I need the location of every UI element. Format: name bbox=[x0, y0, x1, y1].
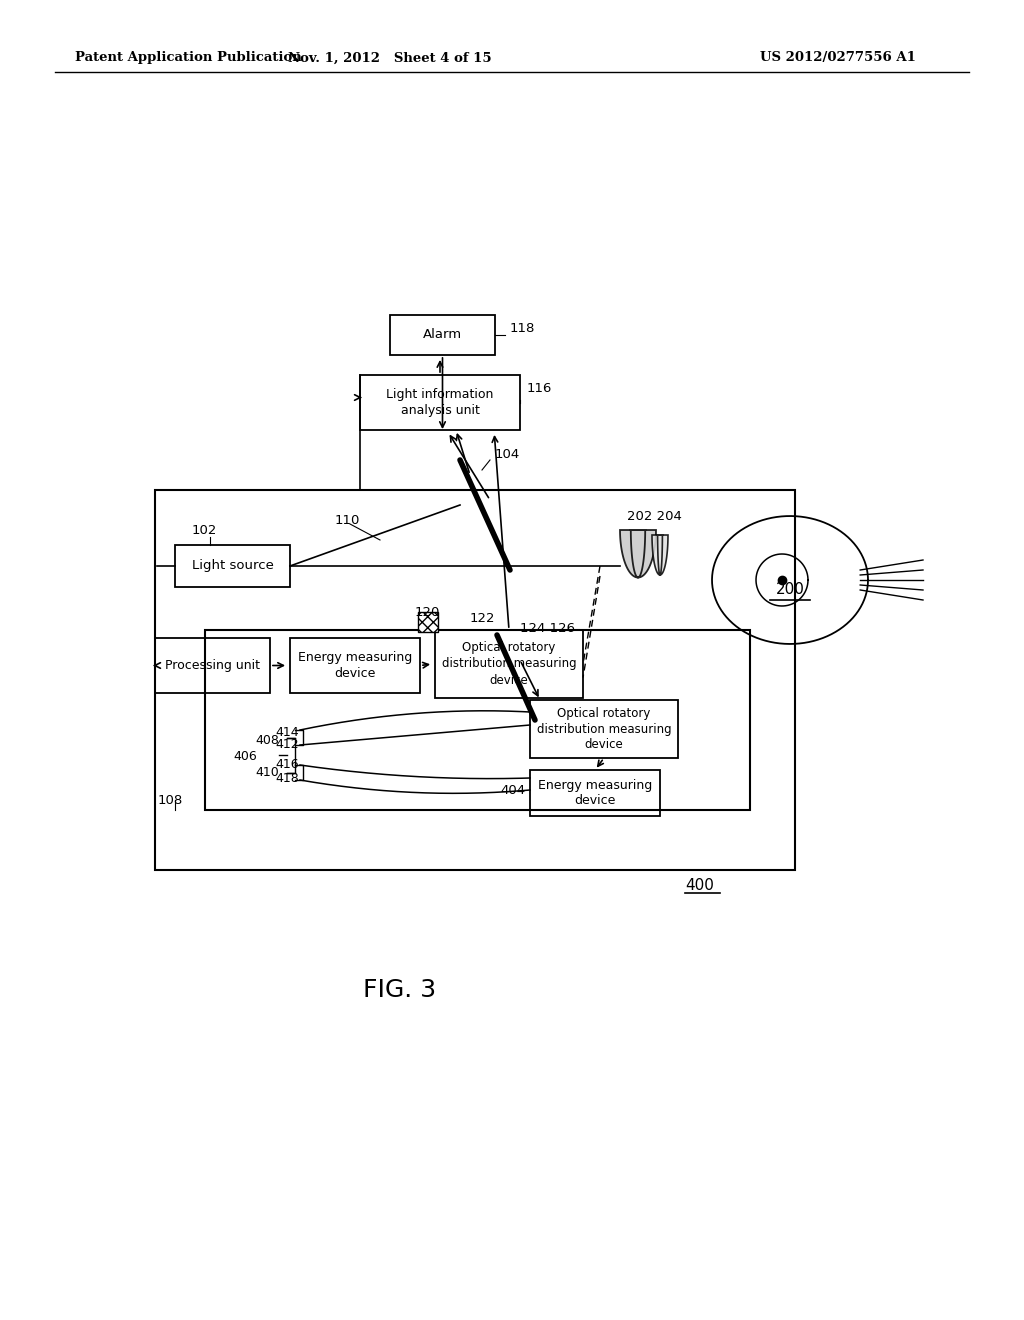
Text: 408: 408 bbox=[255, 734, 279, 747]
Text: 102: 102 bbox=[193, 524, 217, 536]
Text: 416: 416 bbox=[275, 759, 299, 771]
Text: 404: 404 bbox=[500, 784, 525, 796]
Text: 406: 406 bbox=[233, 750, 257, 763]
Text: Energy measuring
device: Energy measuring device bbox=[298, 651, 412, 680]
Text: 412: 412 bbox=[275, 738, 299, 751]
Text: Patent Application Publication: Patent Application Publication bbox=[75, 51, 302, 65]
Text: 116: 116 bbox=[527, 381, 552, 395]
Text: 418: 418 bbox=[275, 771, 299, 784]
Text: Optical rotatory
distribution measuring
device: Optical rotatory distribution measuring … bbox=[537, 706, 672, 751]
Text: Light source: Light source bbox=[191, 560, 273, 573]
Bar bbox=[360, 375, 520, 430]
Text: Energy measuring
device: Energy measuring device bbox=[538, 779, 652, 808]
Text: 410: 410 bbox=[255, 766, 279, 779]
Text: 200: 200 bbox=[775, 582, 805, 598]
Text: 122: 122 bbox=[470, 611, 496, 624]
Text: Alarm: Alarm bbox=[423, 329, 462, 342]
Text: 202 204: 202 204 bbox=[627, 511, 682, 524]
Polygon shape bbox=[620, 531, 656, 577]
Bar bbox=[530, 700, 678, 758]
Bar bbox=[155, 490, 795, 870]
Text: 118: 118 bbox=[510, 322, 536, 334]
Text: 108: 108 bbox=[158, 793, 183, 807]
Bar bbox=[435, 630, 583, 698]
Text: Light information
analysis unit: Light information analysis unit bbox=[386, 388, 494, 417]
Bar bbox=[155, 638, 270, 693]
Bar bbox=[290, 638, 420, 693]
Bar bbox=[418, 612, 438, 632]
Text: 104: 104 bbox=[495, 449, 520, 462]
Text: 414: 414 bbox=[275, 726, 299, 739]
Text: Processing unit: Processing unit bbox=[165, 659, 260, 672]
Text: 110: 110 bbox=[335, 513, 360, 527]
Text: 400: 400 bbox=[685, 878, 715, 892]
Text: FIG. 3: FIG. 3 bbox=[364, 978, 436, 1002]
Text: 120: 120 bbox=[415, 606, 440, 619]
Bar bbox=[390, 315, 495, 355]
Text: Nov. 1, 2012   Sheet 4 of 15: Nov. 1, 2012 Sheet 4 of 15 bbox=[288, 51, 492, 65]
Text: US 2012/0277556 A1: US 2012/0277556 A1 bbox=[760, 51, 915, 65]
Polygon shape bbox=[652, 535, 668, 576]
Text: Optical rotatory
distribution measuring
device: Optical rotatory distribution measuring … bbox=[441, 642, 577, 686]
Bar bbox=[530, 770, 660, 816]
Bar bbox=[205, 630, 750, 810]
Text: 124 126: 124 126 bbox=[520, 622, 575, 635]
Bar bbox=[175, 545, 290, 587]
